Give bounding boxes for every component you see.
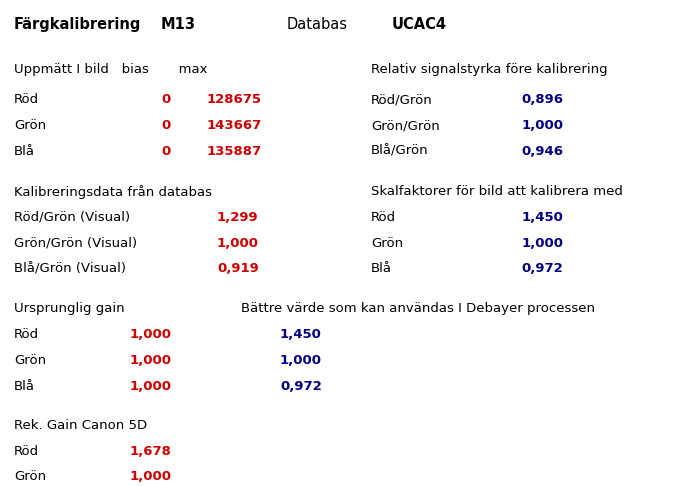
Text: Bättre värde som kan användas I Debayer processen: Bättre värde som kan användas I Debayer … xyxy=(241,302,596,315)
Text: 0,896: 0,896 xyxy=(522,93,564,106)
Text: Röd: Röd xyxy=(14,93,39,106)
Text: 1,450: 1,450 xyxy=(522,211,564,224)
Text: 1,450: 1,450 xyxy=(280,328,322,341)
Text: Relativ signalstyrka före kalibrering: Relativ signalstyrka före kalibrering xyxy=(371,63,608,76)
Text: Grön: Grön xyxy=(371,237,403,250)
Text: Grön/Grön: Grön/Grön xyxy=(371,119,440,132)
Text: 1,000: 1,000 xyxy=(130,380,172,393)
Text: 1,000: 1,000 xyxy=(130,470,172,484)
Text: Blå: Blå xyxy=(371,262,392,276)
Text: 1,000: 1,000 xyxy=(280,354,322,367)
Text: Grön/Grön (Visual): Grön/Grön (Visual) xyxy=(14,237,137,250)
Text: Blå/Grön: Blå/Grön xyxy=(371,145,428,158)
Text: M13: M13 xyxy=(161,17,196,32)
Text: 0,972: 0,972 xyxy=(522,262,564,276)
Text: 143667: 143667 xyxy=(206,119,262,132)
Text: Röd/Grön (Visual): Röd/Grön (Visual) xyxy=(14,211,130,224)
Text: 0: 0 xyxy=(161,93,170,106)
Text: 1,000: 1,000 xyxy=(522,119,564,132)
Text: Grön: Grön xyxy=(14,470,46,484)
Text: 0,972: 0,972 xyxy=(280,380,322,393)
Text: Uppmätt I bild   bias       max: Uppmätt I bild bias max xyxy=(14,63,207,76)
Text: 135887: 135887 xyxy=(206,145,262,158)
Text: 128675: 128675 xyxy=(206,93,262,106)
Text: 1,678: 1,678 xyxy=(130,445,172,458)
Text: 1,000: 1,000 xyxy=(130,328,172,341)
Text: 0: 0 xyxy=(161,145,170,158)
Text: UCAC4: UCAC4 xyxy=(392,17,447,32)
Text: Kalibreringsdata från databas: Kalibreringsdata från databas xyxy=(14,185,212,199)
Text: 0: 0 xyxy=(161,119,170,132)
Text: Skalfaktorer för bild att kalibrera med: Skalfaktorer för bild att kalibrera med xyxy=(371,185,623,198)
Text: 0,946: 0,946 xyxy=(522,145,564,158)
Text: Röd: Röd xyxy=(14,445,39,458)
Text: Blå: Blå xyxy=(14,380,35,393)
Text: 1,000: 1,000 xyxy=(130,354,172,367)
Text: Databas: Databas xyxy=(287,17,348,32)
Text: Blå: Blå xyxy=(14,145,35,158)
Text: Grön: Grön xyxy=(14,354,46,367)
Text: Rek. Gain Canon 5D: Rek. Gain Canon 5D xyxy=(14,419,147,432)
Text: Röd: Röd xyxy=(14,328,39,341)
Text: Ursprunglig gain: Ursprunglig gain xyxy=(14,302,125,315)
Text: 1,299: 1,299 xyxy=(217,211,258,224)
Text: 0,919: 0,919 xyxy=(217,262,259,276)
Text: Grön: Grön xyxy=(14,119,46,132)
Text: Blå/Grön (Visual): Blå/Grön (Visual) xyxy=(14,262,126,276)
Text: 1,000: 1,000 xyxy=(522,237,564,250)
Text: Röd/Grön: Röd/Grön xyxy=(371,93,433,106)
Text: Röd: Röd xyxy=(371,211,396,224)
Text: 1,000: 1,000 xyxy=(217,237,259,250)
Text: Färgkalibrering: Färgkalibrering xyxy=(14,17,141,32)
